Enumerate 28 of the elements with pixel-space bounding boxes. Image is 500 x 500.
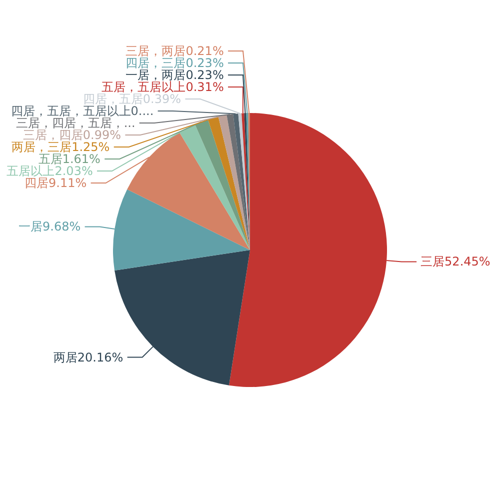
data-label: 9.68% — [42, 220, 81, 234]
slice-label: 三居，四居 — [22, 128, 83, 142]
data-label: 0.21% — [186, 44, 224, 58]
slice-label: 五居，五居以上 — [102, 80, 186, 94]
data-label: 1.25% — [72, 140, 110, 154]
slice-label: 三居，四居，五居，... — [16, 116, 136, 130]
data-label: 2.03% — [54, 164, 93, 178]
data-label: 9.11% — [48, 176, 87, 190]
slice-label: 三居，两居 — [126, 44, 186, 58]
slice-label: 一居 — [18, 220, 43, 234]
slice-label: 两居 — [53, 350, 78, 364]
data-label: 1.61% — [62, 152, 100, 166]
data-label: 0.39% — [142, 92, 182, 106]
slice-label: 五居 — [38, 152, 62, 166]
slice-label: 四居，五居，五居以上0.... — [10, 104, 154, 118]
data-label: 0.99% — [82, 128, 122, 142]
slice-label: 五居以上 — [6, 164, 55, 178]
data-label: 0.31% — [186, 80, 224, 94]
slice-label: 四居，五居 — [82, 92, 143, 106]
slice-label: 三居 — [420, 254, 445, 269]
data-label: 0.23% — [186, 68, 224, 82]
data-label: 0.23% — [186, 56, 224, 70]
slice-label: 两居，三居 — [12, 140, 72, 154]
slice-label: 四居 — [24, 176, 49, 190]
slice-label: 四居，三居 — [126, 56, 186, 70]
data-label: 20.16% — [77, 350, 124, 364]
slice-label: 一居，两居 — [126, 68, 186, 82]
data-label: 52.45% — [444, 254, 490, 269]
